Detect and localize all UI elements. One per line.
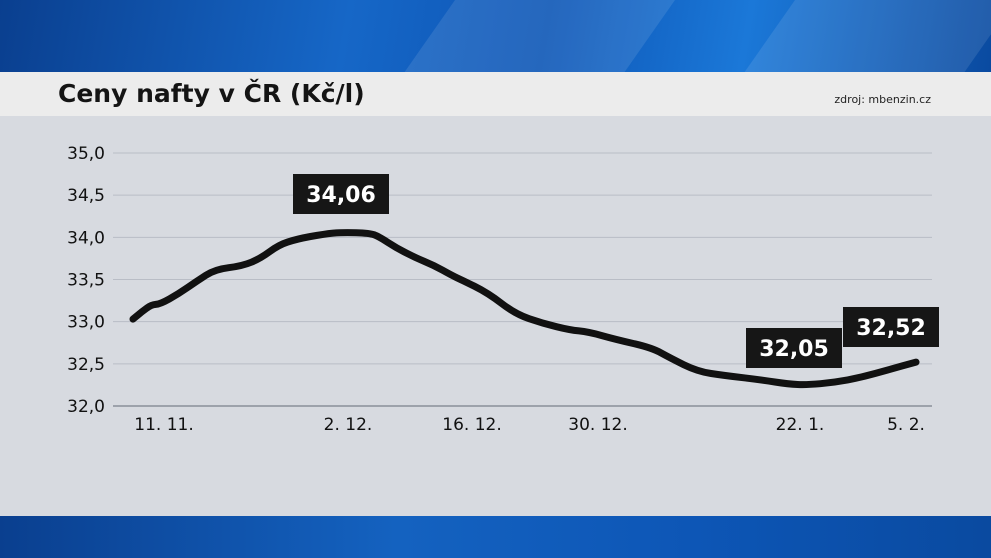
callout-label: 32,52 [856,316,926,341]
callout-label: 34,06 [306,183,376,208]
y-tick-label: 35,0 [67,144,105,164]
y-tick-label: 34,5 [67,186,105,206]
x-tick-label: 30. 12. [568,415,627,435]
x-tick-label: 2. 12. [324,415,373,435]
grid-lines [113,152,932,407]
y-tick-label: 33,5 [67,271,105,291]
source-label: zdroj: mbenzin.cz [834,93,931,106]
callout-box [293,174,389,214]
series [129,229,920,389]
callout-label: 32,05 [759,337,829,362]
series-line [129,229,920,389]
x-tick-label: 16. 12. [442,415,501,435]
title-bar [0,72,991,116]
y-tick-label: 32,5 [67,355,105,375]
value-callout: 32,52 [843,307,939,347]
x-tick-label: 5. 2. [887,415,925,435]
x-tick-label: 11. 11. [134,415,193,435]
y-tick-label: 32,0 [67,397,105,417]
value-callout: 34,06 [293,174,389,214]
x-tick-label: 22. 1. [776,415,825,435]
background-bottom [0,516,991,558]
chart-title: Ceny nafty v ČR (Kč/l) [58,79,365,108]
y-tick-label: 34,0 [67,228,105,248]
callouts: 34,06 32,05 32,52 [293,174,939,368]
callout-box [746,328,842,368]
y-axis-labels: 35,0 34,5 34,0 33,5 33,0 32,5 32,0 [67,144,105,417]
plot-panel [0,116,991,516]
background-top [0,0,991,72]
callout-box [843,307,939,347]
x-axis-labels: 11. 11. 2. 12. 16. 12. 30. 12. 22. 1. 5. 2. [134,415,925,435]
y-tick-label: 33,0 [67,313,105,333]
value-callout: 32,05 [746,328,842,368]
